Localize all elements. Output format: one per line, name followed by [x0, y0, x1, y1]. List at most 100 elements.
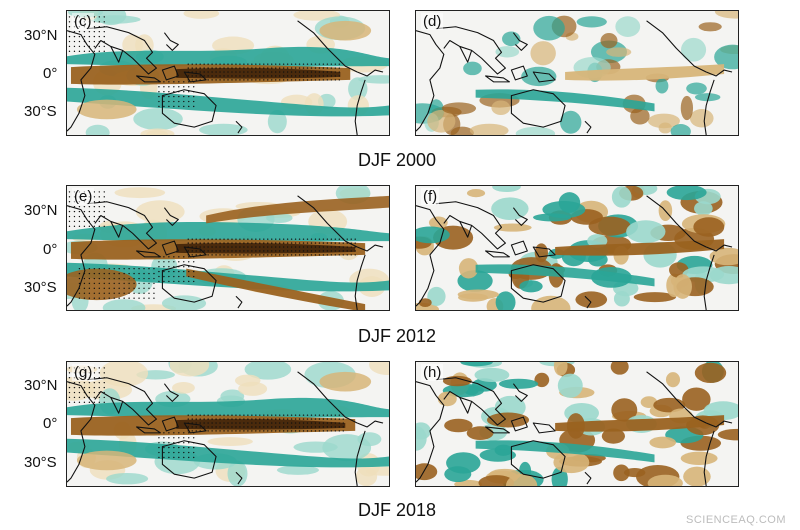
- map-panel-g: (g): [66, 361, 390, 487]
- anomaly-shading: [683, 466, 711, 486]
- anomaly-shading: [714, 44, 738, 70]
- coastline-outline: [163, 32, 179, 51]
- anomaly-shading: [322, 434, 372, 462]
- coastline-outline: [67, 30, 96, 132]
- anomaly-shading: [611, 398, 638, 422]
- coastline-outline: [416, 381, 445, 483]
- anomaly-shading: [689, 109, 714, 128]
- coastline-outline: [235, 295, 243, 309]
- anomaly-band-teal-south: [67, 438, 389, 468]
- anomaly-shading: [114, 187, 166, 199]
- coastline-outline: [183, 422, 207, 434]
- coastline-outline: [510, 416, 528, 432]
- anomaly-shading: [469, 123, 509, 135]
- anomaly-shading: [102, 299, 146, 310]
- coastline-outline: [163, 383, 179, 402]
- coastline-outline: [297, 20, 358, 73]
- coastline-outline: [703, 79, 715, 135]
- anomaly-shading: [655, 78, 669, 94]
- anomaly-shading: [458, 258, 479, 279]
- anomaly-shading: [698, 22, 722, 32]
- anomaly-shading: [559, 110, 582, 134]
- panel-label-f: (f): [421, 188, 440, 205]
- anomaly-band-teal-north: [67, 222, 389, 242]
- anomaly-shading: [680, 95, 694, 121]
- anomaly-shading: [576, 16, 607, 28]
- coastline-outline: [584, 471, 592, 485]
- coastline-outline: [161, 89, 217, 128]
- map-panel-e: (e): [66, 185, 390, 311]
- coastline-outline: [510, 65, 528, 81]
- anomaly-shading: [673, 274, 692, 299]
- watermark: SCIENCEAQ.COM: [685, 514, 786, 526]
- map-panel-h: (h): [415, 361, 739, 487]
- coastline-outline: [510, 264, 566, 303]
- coastline-outline: [435, 377, 506, 426]
- coastline-outline: [459, 397, 473, 414]
- anomaly-band-brown-equator: [555, 239, 725, 256]
- anomaly-shading: [319, 371, 372, 392]
- anomaly-shading: [466, 426, 494, 441]
- anomaly-shading: [355, 467, 378, 486]
- anomaly-shading: [495, 46, 520, 58]
- anomaly-shading: [693, 217, 725, 237]
- coastline-outline: [163, 207, 179, 226]
- anomaly-shading: [493, 223, 532, 232]
- anomaly-band-brown-equator: [565, 64, 725, 81]
- anomaly-shading: [495, 291, 516, 310]
- coastline-outline: [512, 207, 528, 226]
- anomaly-shading: [348, 77, 368, 101]
- anomaly-shading: [474, 367, 510, 383]
- anomaly-shading: [358, 75, 389, 84]
- coastline-outline: [705, 420, 733, 428]
- anomaly-shading: [369, 362, 389, 376]
- coastline-outline: [110, 46, 124, 63]
- anomaly-shading: [519, 280, 543, 293]
- anomaly-shading: [67, 268, 137, 301]
- anomaly-shading: [601, 428, 625, 444]
- anomaly-shading: [611, 186, 632, 208]
- lat-label-30n-row1: 30°N: [24, 27, 58, 44]
- coastline-outline: [584, 295, 592, 309]
- anomaly-shading: [161, 295, 207, 310]
- lat-label-equator-row2: 0°: [43, 241, 58, 258]
- anomaly-shading: [416, 426, 427, 451]
- panel-label-g: (g): [72, 364, 95, 381]
- anomaly-shading: [427, 286, 446, 306]
- anomaly-shading: [267, 109, 287, 134]
- anomaly-shading: [575, 291, 608, 308]
- panel-label-d: (d): [421, 13, 444, 30]
- anomaly-shading: [606, 47, 632, 57]
- map-canvas: [416, 11, 738, 135]
- coastline-outline: [161, 240, 179, 256]
- coastline-outline: [485, 250, 510, 258]
- coastline-outline: [512, 32, 528, 51]
- coastline-outline: [86, 377, 157, 426]
- anomaly-shading: [486, 412, 530, 428]
- anomaly-shading: [183, 11, 220, 19]
- anomaly-shading: [498, 378, 539, 389]
- anomaly-shading: [478, 475, 515, 486]
- anomaly-shading: [613, 464, 630, 482]
- coastline-outline: [703, 254, 715, 310]
- anomaly-shading: [647, 474, 683, 486]
- caption-djf-2000: DJF 2000: [358, 150, 437, 170]
- coastline-outline: [86, 201, 157, 250]
- anomaly-shading: [531, 295, 571, 310]
- anomaly-shading: [319, 20, 372, 41]
- anomaly-shading: [444, 466, 472, 483]
- anomaly-shading: [505, 473, 538, 486]
- coastline-outline: [485, 75, 510, 83]
- significance-stippling: [187, 63, 341, 81]
- significance-stippling: [158, 81, 195, 108]
- anomaly-shading: [703, 401, 738, 421]
- coastline-outline: [161, 440, 217, 479]
- map-panel-d: (d): [415, 10, 739, 136]
- anomaly-shading: [491, 197, 529, 221]
- coastline-outline: [161, 416, 179, 432]
- anomaly-shading: [553, 362, 568, 376]
- coastline-outline: [354, 79, 366, 135]
- anomaly-shading: [653, 397, 686, 413]
- anomaly-shading: [717, 428, 738, 441]
- anomaly-shading: [492, 186, 521, 193]
